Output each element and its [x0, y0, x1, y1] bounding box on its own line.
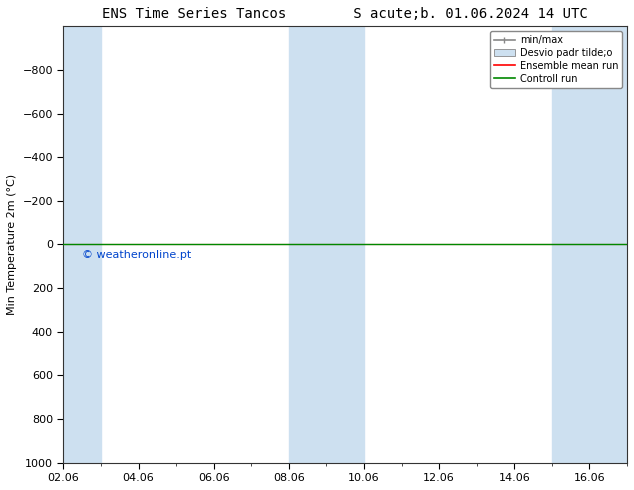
- Y-axis label: Min Temperature 2m (°C): Min Temperature 2m (°C): [7, 174, 17, 315]
- Text: © weatheronline.pt: © weatheronline.pt: [82, 250, 191, 260]
- Title: ENS Time Series Tancos        S acute;b. 01.06.2024 14 UTC: ENS Time Series Tancos S acute;b. 01.06.…: [102, 7, 588, 21]
- Bar: [63, 26, 101, 463]
- Bar: [552, 26, 627, 463]
- Legend: min/max, Desvio padr tilde;o, Ensemble mean run, Controll run: min/max, Desvio padr tilde;o, Ensemble m…: [489, 31, 622, 88]
- Bar: [289, 26, 364, 463]
